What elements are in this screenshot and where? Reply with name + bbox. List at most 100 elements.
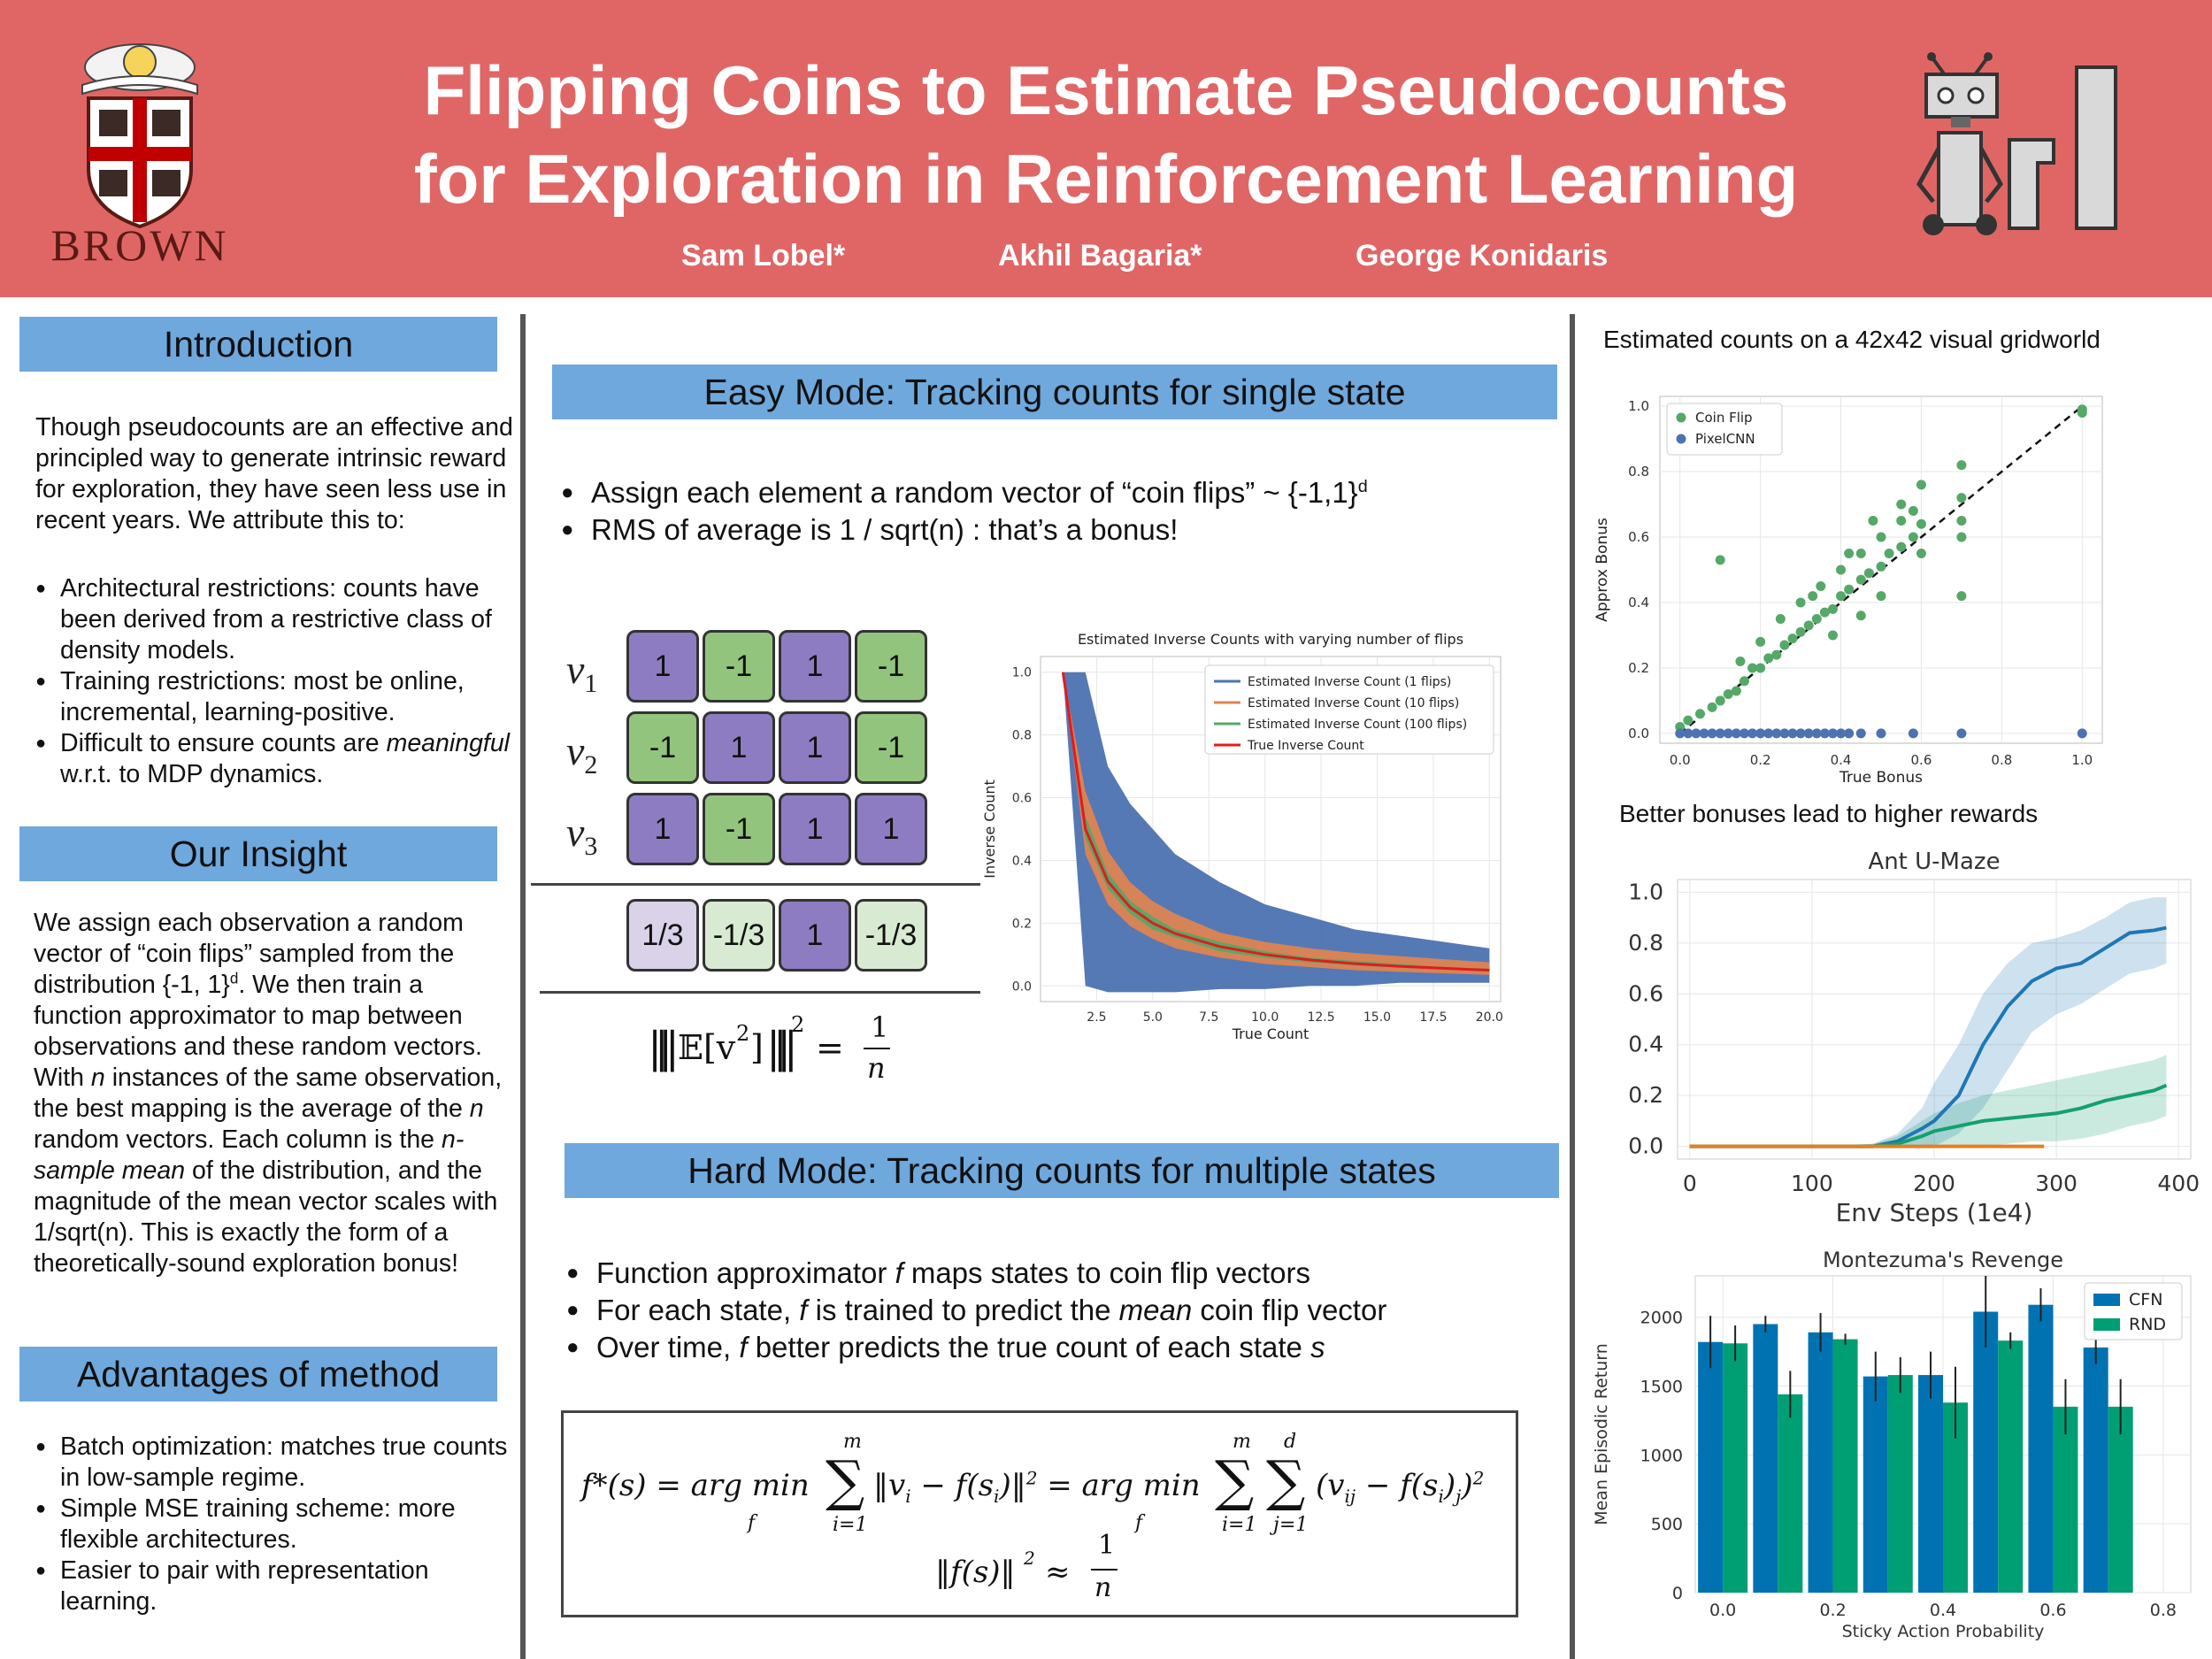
point-pixelcnn: [1747, 728, 1758, 739]
coin-cell-r2-c2: 1: [703, 711, 775, 784]
point-coin-flip: [1896, 541, 1907, 552]
point-coin-flip: [1916, 549, 1926, 559]
legend-label-3: True Inverse Count: [1247, 739, 1364, 753]
point-coin-flip: [1916, 480, 1926, 490]
y-tick-label: 0.4: [1628, 595, 1649, 611]
bar-rnd: [1778, 1394, 1803, 1593]
series-band-1: [1689, 1055, 2167, 1147]
x-tick-label: 0.4: [1930, 1601, 1956, 1620]
point-coin-flip: [1779, 640, 1790, 650]
bar-cfn: [1918, 1375, 1943, 1593]
point-pixelcnn: [1755, 728, 1766, 739]
point-coin-flip: [1795, 626, 1806, 637]
grid-divider-line-2: [540, 991, 980, 994]
x-tick-label: 15.0: [1363, 1010, 1391, 1025]
point-pixelcnn: [1771, 728, 1782, 739]
advantages-heading: Advantages of method: [19, 1347, 497, 1402]
coin-cell-r2-c1: -1: [626, 711, 699, 784]
vector-label-2: v2: [566, 728, 598, 780]
author-2: Akhil Bagaria*: [998, 239, 1202, 273]
point-pixelcnn: [1908, 728, 1918, 739]
author-3: George Konidaris: [1356, 239, 1609, 273]
point-coin-flip: [1803, 620, 1814, 631]
point-coin-flip: [1855, 574, 1866, 585]
x-tick-label: 0.8: [2150, 1601, 2177, 1620]
x-tick-label: 100: [1791, 1171, 1833, 1196]
poster-title: Flipping Coins to Estimate Pseudocounts …: [292, 46, 1920, 223]
legend-swatch-0: [2093, 1294, 2120, 1306]
x-tick-label: 17.5: [1419, 1010, 1447, 1025]
hard-mode-heading: Hard Mode: Tracking counts for multiple …: [565, 1143, 1559, 1198]
legend-label-1: Estimated Inverse Count (10 flips): [1248, 696, 1459, 710]
easy-bullet-1: Assign each element a random vector of “…: [561, 474, 1534, 511]
y-tick-label: 0.2: [1012, 917, 1032, 931]
y-tick-label: 2000: [1640, 1309, 1683, 1328]
mean-cell-c3: 1: [779, 899, 851, 972]
coin-cell-r1-c3: 1: [779, 630, 851, 703]
mean-cell-c4: -1/3: [855, 899, 927, 972]
hard-mode-bullets: Function approximator f maps states to c…: [566, 1255, 1540, 1366]
point-coin-flip: [1787, 634, 1798, 644]
author-1: Sam Lobel*: [681, 239, 846, 273]
objective-formula-box: f*(s) = arg min f m ∑ i=1 ‖vi − f(si)‖2 …: [561, 1410, 1518, 1617]
point-coin-flip: [1908, 532, 1918, 542]
y-tick-label: 1.0: [1628, 398, 1649, 414]
point-coin-flip: [1775, 613, 1786, 624]
y-tick-label: 0.8: [1012, 729, 1032, 743]
legend-label-1: RND: [2129, 1315, 2166, 1334]
introduction-text: Though pseudocounts are an effective and…: [35, 413, 513, 534]
legend-swatch-1: [1676, 434, 1686, 444]
point-coin-flip: [1844, 549, 1855, 559]
point-pixelcnn: [1803, 728, 1814, 739]
point-coin-flip: [1811, 613, 1822, 624]
point-coin-flip: [1819, 607, 1830, 618]
chart-title: Ant U-Maze: [1868, 849, 2000, 875]
y-tick-label: 0.4: [1628, 1032, 1663, 1057]
y-tick-label: 0.2: [1628, 1082, 1663, 1108]
legend-label-0: Estimated Inverse Count (1 flips): [1248, 675, 1451, 689]
point-coin-flip: [1876, 532, 1886, 542]
coin-cell-r3-c3: 1: [779, 793, 851, 865]
x-tick-label: 300: [2035, 1171, 2078, 1196]
point-pixelcnn: [1844, 728, 1855, 739]
bar-rnd: [1887, 1375, 1913, 1593]
point-coin-flip: [1956, 516, 1967, 526]
coin-cell-r1-c4: -1: [855, 630, 927, 703]
point-coin-flip: [1836, 565, 1847, 575]
point-coin-flip: [1763, 653, 1774, 664]
point-pixelcnn: [1787, 728, 1798, 739]
point-pixelcnn: [1715, 728, 1725, 739]
title-line-2: for Exploration in Reinforcement Learnin…: [413, 140, 1799, 218]
easy-bullet-2: RMS of average is 1 / sqrt(n) : that’s a…: [561, 511, 1534, 549]
point-pixelcnn: [1683, 728, 1694, 739]
bar-rnd: [1723, 1343, 1748, 1593]
title-line-1: Flipping Coins to Estimate Pseudocounts: [423, 51, 1789, 129]
advantage-bullet-1: Batch optimization: matches true counts …: [35, 1432, 513, 1494]
y-tick-label: 0.4: [1012, 854, 1032, 868]
point-coin-flip: [1863, 568, 1874, 579]
x-axis-label: Sticky Action Probability: [1842, 1622, 2045, 1641]
bar-rnd: [2108, 1406, 2133, 1593]
point-pixelcnn: [1723, 728, 1733, 739]
point-pixelcnn: [1855, 728, 1866, 739]
point-pixelcnn: [1675, 728, 1686, 739]
point-coin-flip: [1956, 532, 1967, 542]
legend-box: [1666, 403, 1783, 456]
point-pixelcnn: [1811, 728, 1822, 739]
irl-lab-logo: [1916, 52, 2117, 235]
mean-cell-c2: -1/3: [703, 899, 775, 972]
bonus-scatter-chart: 0.0 0.2 0.4 0.6 0.8 1.0 0.0 0.2 0.4 0.6 0.8 1.0 True…: [1594, 396, 2103, 787]
point-coin-flip: [1908, 505, 1918, 516]
point-coin-flip: [1827, 603, 1838, 614]
easy-mode-bullets: Assign each element a random vector of “…: [561, 474, 1534, 549]
brown-logo-text: BROWN: [50, 220, 229, 270]
point-coin-flip: [1844, 584, 1855, 595]
x-axis-label: True Bonus: [1839, 769, 1923, 787]
bar-rnd: [2053, 1406, 2078, 1593]
insight-text: We assign each observation a random vect…: [34, 909, 503, 1278]
coin-cell-r2-c3: 1: [779, 711, 851, 784]
x-tick-label: 12.5: [1307, 1010, 1334, 1025]
x-axis-label: True Count: [1232, 1025, 1310, 1042]
point-coin-flip: [1876, 591, 1886, 602]
x-tick-label: 0.8: [1991, 752, 2012, 768]
